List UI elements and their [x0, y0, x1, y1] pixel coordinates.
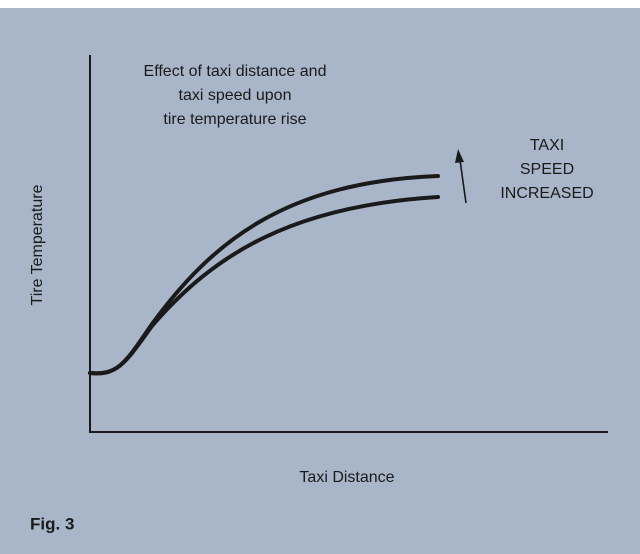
annotation-line: INCREASED	[500, 185, 593, 202]
arrow-head	[455, 149, 464, 163]
title-line: taxi speed upon	[179, 87, 292, 104]
x-axis-label: Taxi Distance	[299, 469, 394, 486]
annotation-line: TAXI	[530, 137, 564, 154]
title-line: Effect of taxi distance and	[144, 63, 327, 80]
title-line: tire temperature rise	[163, 111, 306, 128]
panel-background	[0, 8, 640, 554]
annotation-line: SPEED	[520, 161, 574, 178]
y-axis-label: Tire Temperature	[29, 184, 46, 305]
figure-label: Fig. 3	[30, 514, 74, 533]
curve-low-speed	[88, 195, 440, 376]
arrow-shaft	[459, 159, 467, 204]
